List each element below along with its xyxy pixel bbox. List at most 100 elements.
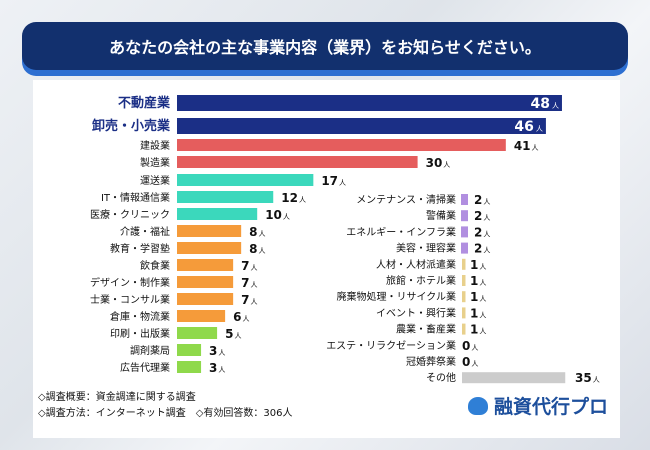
value-label: 1 bbox=[470, 323, 478, 337]
bar bbox=[177, 156, 418, 168]
unit-label: 人 bbox=[471, 360, 478, 368]
unit-label: 人 bbox=[479, 263, 486, 271]
value-label: 30 bbox=[426, 156, 443, 170]
title-banner: あなたの会社の主な事業内容（業界）をお知らせください。 bbox=[22, 22, 628, 70]
value-label: 8 bbox=[249, 242, 257, 256]
value-label: 2 bbox=[474, 225, 482, 239]
unit-label: 人 bbox=[259, 247, 266, 255]
unit-label: 人 bbox=[250, 281, 257, 289]
category-label: 人材・人材派遣業 bbox=[376, 258, 456, 271]
category-label: 美容・理容業 bbox=[396, 242, 456, 255]
unit-label: 人 bbox=[471, 344, 478, 352]
unit-label: 人 bbox=[242, 315, 249, 323]
bar bbox=[177, 139, 506, 151]
value-label: 48 bbox=[530, 96, 549, 112]
logo-text: 融資代行プロ bbox=[494, 396, 609, 418]
bar bbox=[462, 258, 466, 270]
bar bbox=[177, 208, 258, 220]
value-label: 5 bbox=[225, 327, 233, 341]
bar bbox=[462, 323, 466, 335]
category-label: 調剤薬局 bbox=[130, 344, 170, 357]
bar bbox=[177, 361, 202, 373]
category-label: イベント・興行業 bbox=[376, 306, 456, 319]
unit-label: 人 bbox=[483, 214, 490, 222]
category-label: エステ・リラクゼーション業 bbox=[326, 339, 456, 352]
unit-label: 人 bbox=[250, 298, 257, 306]
bar bbox=[461, 194, 468, 205]
bar bbox=[177, 95, 562, 111]
category-label: 不動産業 bbox=[118, 95, 171, 111]
category-label: エネルギー・インフラ業 bbox=[346, 225, 456, 238]
unit-label: 人 bbox=[218, 366, 225, 374]
value-label: 35 bbox=[575, 371, 592, 385]
unit-label: 人 bbox=[479, 328, 486, 336]
bar bbox=[461, 242, 468, 254]
bar bbox=[177, 242, 242, 254]
unit-label: 人 bbox=[552, 102, 559, 110]
category-label: 廃棄物処理・リサイクル業 bbox=[337, 290, 457, 303]
value-label: 7 bbox=[241, 293, 249, 307]
category-label: IT・情報通信業 bbox=[101, 191, 170, 204]
bar bbox=[177, 118, 546, 134]
bar bbox=[177, 293, 234, 305]
category-label: 製造業 bbox=[140, 156, 170, 169]
category-label: 運送業 bbox=[140, 174, 170, 187]
unit-label: 人 bbox=[536, 125, 543, 133]
unit-label: 人 bbox=[283, 213, 290, 221]
bar bbox=[177, 327, 218, 339]
value-label: 6 bbox=[233, 310, 241, 324]
category-label: 建設業 bbox=[140, 139, 170, 152]
logo: 融資代行プロ bbox=[468, 392, 608, 419]
bar bbox=[461, 210, 468, 222]
value-label: 2 bbox=[474, 242, 482, 256]
bar bbox=[177, 344, 202, 356]
value-label: 2 bbox=[474, 209, 482, 223]
value-label: 7 bbox=[241, 259, 249, 273]
category-label: 教育・学習塾 bbox=[110, 242, 170, 255]
value-label: 1 bbox=[470, 274, 478, 288]
value-label: 1 bbox=[470, 258, 478, 272]
category-label: 印刷・出版業 bbox=[110, 327, 170, 340]
category-label: その他 bbox=[426, 371, 456, 384]
bar bbox=[461, 226, 468, 238]
unit-label: 人 bbox=[479, 279, 486, 287]
logo-icon bbox=[468, 396, 488, 415]
category-label: 卸売・小売業 bbox=[92, 118, 171, 134]
value-label: 12 bbox=[281, 191, 298, 205]
unit-label: 人 bbox=[593, 376, 600, 384]
category-label: 飲食業 bbox=[140, 259, 170, 272]
value-label: 2 bbox=[474, 193, 482, 207]
unit-label: 人 bbox=[483, 198, 490, 206]
value-label: 3 bbox=[209, 344, 217, 358]
unit-label: 人 bbox=[483, 247, 490, 255]
bar bbox=[177, 276, 234, 288]
bar bbox=[462, 275, 466, 286]
unit-label: 人 bbox=[339, 179, 346, 187]
value-label: 10 bbox=[265, 208, 282, 222]
value-label: 1 bbox=[470, 306, 478, 320]
bar bbox=[462, 307, 466, 319]
category-label: 倉庫・物流業 bbox=[110, 310, 170, 323]
unit-label: 人 bbox=[483, 230, 490, 238]
bar bbox=[177, 191, 274, 203]
bar bbox=[177, 225, 242, 237]
category-label: 介護・福祉 bbox=[120, 225, 170, 238]
unit-label: 人 bbox=[532, 144, 539, 152]
unit-label: 人 bbox=[299, 196, 306, 204]
value-label: 3 bbox=[209, 361, 217, 375]
unit-label: 人 bbox=[443, 161, 450, 169]
bar bbox=[177, 310, 226, 322]
category-label: 士業・コンサル業 bbox=[90, 293, 170, 306]
value-label: 0 bbox=[462, 339, 470, 353]
unit-label: 人 bbox=[479, 311, 486, 319]
bar bbox=[462, 291, 466, 303]
value-label: 17 bbox=[321, 174, 338, 188]
value-label: 7 bbox=[241, 276, 249, 290]
category-label: メンテナンス・清掃業 bbox=[356, 193, 456, 206]
value-label: 1 bbox=[470, 290, 478, 304]
unit-label: 人 bbox=[259, 230, 266, 238]
chart-title: あなたの会社の主な事業内容（業界）をお知らせください。 bbox=[109, 38, 541, 57]
survey-overview: ◇調査概要：資金調達に関する調査 bbox=[38, 392, 196, 403]
category-label: デザイン・制作業 bbox=[90, 276, 170, 289]
